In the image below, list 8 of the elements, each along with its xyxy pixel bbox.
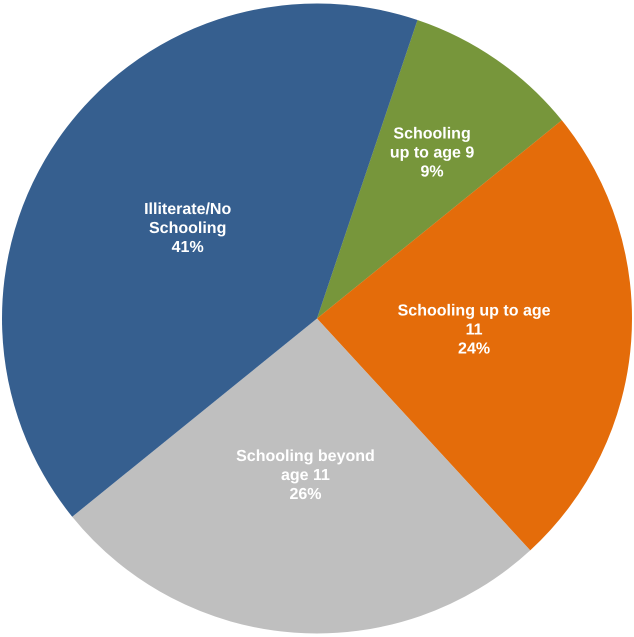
data-label: 24% bbox=[458, 340, 490, 358]
slice-label: Schooling up to age 9 bbox=[390, 125, 474, 162]
data-label: 41% bbox=[172, 239, 204, 256]
slice-label: Schooling beyond age 11 bbox=[236, 448, 375, 484]
slice-label: Schooling up to age 11 bbox=[398, 302, 551, 338]
data-label: 9% bbox=[420, 163, 444, 180]
slice-label: Illiterate/No Schooling bbox=[144, 201, 232, 238]
data-label: 26% bbox=[289, 486, 322, 503]
